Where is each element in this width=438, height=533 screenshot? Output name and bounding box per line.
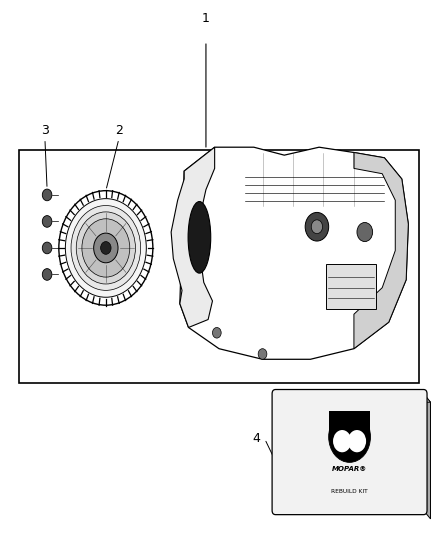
Circle shape xyxy=(42,269,52,280)
Circle shape xyxy=(42,216,52,227)
Polygon shape xyxy=(328,411,371,434)
Circle shape xyxy=(357,222,373,241)
Circle shape xyxy=(42,189,52,201)
Text: 3: 3 xyxy=(41,124,49,136)
Polygon shape xyxy=(171,147,215,327)
Circle shape xyxy=(76,212,135,284)
Ellipse shape xyxy=(188,201,211,273)
Text: MOPAR®: MOPAR® xyxy=(332,466,367,472)
FancyBboxPatch shape xyxy=(272,390,427,515)
Circle shape xyxy=(258,349,267,359)
Circle shape xyxy=(59,191,153,305)
Circle shape xyxy=(212,327,221,338)
Polygon shape xyxy=(180,147,408,359)
Circle shape xyxy=(328,411,371,462)
Text: 2: 2 xyxy=(115,124,123,136)
Polygon shape xyxy=(354,152,408,349)
Polygon shape xyxy=(276,394,431,402)
Circle shape xyxy=(42,242,52,254)
Circle shape xyxy=(65,199,146,297)
Bar xyxy=(19,150,419,383)
Circle shape xyxy=(71,206,141,290)
Circle shape xyxy=(348,430,366,453)
Circle shape xyxy=(82,219,130,277)
Text: REBUILD KIT: REBUILD KIT xyxy=(331,489,368,494)
Polygon shape xyxy=(424,394,431,519)
Circle shape xyxy=(101,241,111,254)
Circle shape xyxy=(311,220,322,233)
Bar xyxy=(325,264,376,309)
Text: 1: 1 xyxy=(202,12,210,25)
Circle shape xyxy=(94,233,118,263)
Text: 4: 4 xyxy=(252,432,260,446)
Circle shape xyxy=(305,213,328,241)
Circle shape xyxy=(333,430,351,453)
